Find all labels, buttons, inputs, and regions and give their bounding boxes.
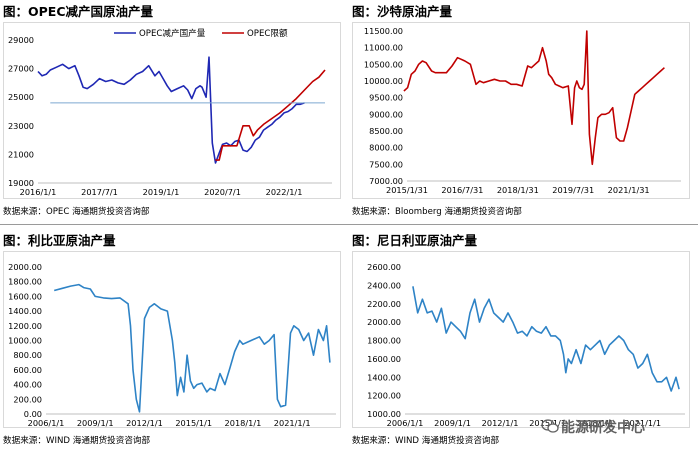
- y-tick-label: 200.00: [13, 394, 42, 404]
- x-tick-label: 2022/1/1: [266, 187, 303, 197]
- x-tick-label: 2015/1/1: [175, 418, 212, 428]
- y-tick-label: 1600.00: [8, 291, 42, 301]
- series-line: [53, 283, 331, 413]
- x-tick-label: 2009/1/1: [77, 418, 114, 428]
- x-tick-label: 2006/1/1: [28, 418, 65, 428]
- y-tick-label: 11000.00: [364, 43, 403, 53]
- wechat-icon: [541, 419, 559, 433]
- y-tick-label: 400.00: [13, 380, 42, 390]
- chart-panel-libya: 图：利比亚原油产量 0.00 200.00 400.00 600.00 800.00 10…: [0, 229, 349, 457]
- series-line: [37, 56, 305, 164]
- y-tick-label: 0.00: [24, 409, 42, 419]
- x-tick-label: 2015/1/31: [386, 185, 428, 195]
- x-tick-label: 2021/1/1: [624, 418, 661, 428]
- x-tick-label: 2016/1/1: [20, 187, 57, 197]
- y-tick-label: 1600.00: [367, 354, 401, 364]
- x-tick-label: 2017/7/1: [81, 187, 118, 197]
- chart-title: 图：沙特原油产量: [352, 4, 453, 19]
- chart-title: 图：尼日利亚原油产量: [352, 233, 478, 248]
- saudi-chart: 7000.00 7500.00 8000.00 8500.00 9000.00 9500.…: [364, 26, 681, 195]
- y-tick-label: 11500.00: [364, 26, 403, 36]
- x-tick-label: 2016/7/31: [441, 185, 483, 195]
- legend-label: OPEC限额: [247, 27, 288, 39]
- x-tick-label: 2021/1/1: [274, 418, 311, 428]
- x-tick-label: 2006/1/1: [387, 418, 424, 428]
- watermark-text: 能源研发中心: [561, 420, 645, 436]
- y-tick-label: 27000: [8, 64, 34, 74]
- x-tick-label: 2012/1/1: [126, 418, 163, 428]
- y-tick-label: 1800.00: [8, 277, 42, 287]
- chart-source: 数据来源：Bloomberg 海通期货投资咨询部: [352, 207, 522, 217]
- y-tick-label: 9000.00: [369, 109, 403, 119]
- y-tick-label: 19000: [8, 178, 34, 188]
- y-tick-label: 10500.00: [364, 59, 403, 69]
- plot-frame: [352, 22, 690, 199]
- x-tick-label: 2015/1/1: [529, 418, 566, 428]
- series-line: [403, 30, 665, 166]
- x-tick-label: 2020/7/1: [204, 187, 241, 197]
- chart-title: 图：OPEC减产国原油产量: [3, 4, 154, 19]
- y-tick-label: 800.00: [13, 350, 42, 360]
- y-tick-label: 1000.00: [8, 336, 42, 346]
- x-tick-label: 2021/1/31: [608, 185, 650, 195]
- y-tick-label: 21000: [8, 149, 34, 159]
- y-tick-label: 1400.00: [367, 372, 401, 382]
- y-tick-label: 7000.00: [369, 176, 403, 186]
- x-tick-label: 2012/1/1: [482, 418, 519, 428]
- plot-frame: [352, 251, 690, 428]
- libya-chart: 0.00 200.00 400.00 600.00 800.00 1000.00 1200.…: [8, 262, 336, 428]
- y-tick-label: 1800.00: [367, 336, 401, 346]
- chart-source: 数据来源：WIND 海通期货投资咨询部: [3, 436, 151, 446]
- nigeria-chart: 1000.00 1200.00 1400.00 1600.00 1800.00 2000.…: [367, 262, 685, 428]
- y-tick-label: 600.00: [13, 365, 42, 375]
- y-tick-label: 2400.00: [367, 280, 401, 290]
- series-line: [215, 69, 326, 161]
- x-tick-label: 2018/1/31: [497, 185, 539, 195]
- y-tick-label: 9500.00: [369, 93, 403, 103]
- y-tick-label: 8500.00: [369, 126, 403, 136]
- chart-source: 数据来源：WIND 海通期货投资咨询部: [352, 436, 500, 446]
- y-tick-label: 10000.00: [364, 76, 403, 86]
- y-tick-label: 2600.00: [367, 262, 401, 272]
- chart-panel-saudi: 图：沙特原油产量 7000.00 7500.00 8000.00 8500.00 900…: [349, 0, 698, 228]
- series-line: [412, 286, 680, 392]
- y-tick-label: 23000: [8, 121, 34, 131]
- x-tick-label: 2018/1/1: [577, 418, 614, 428]
- y-tick-label: 7500.00: [369, 159, 403, 169]
- chart-source: 数据来源：OPEC 海通期货投资咨询部: [3, 207, 150, 217]
- y-tick-label: 25000: [8, 92, 34, 102]
- plot-frame: [3, 22, 341, 199]
- y-tick-label: 2000.00: [367, 317, 401, 327]
- y-tick-label: 1000.00: [367, 409, 401, 419]
- y-tick-label: 29000: [8, 35, 34, 45]
- y-tick-label: 1400.00: [8, 306, 42, 316]
- x-tick-label: 2009/1/1: [434, 418, 471, 428]
- y-tick-label: 1200.00: [8, 321, 42, 331]
- chart-title: 图：利比亚原油产量: [3, 233, 116, 248]
- chart-panel-opec: 图：OPEC减产国原油产量 19000 21000 23000 25000 27000 2…: [0, 0, 349, 228]
- x-tick-label: 2019/1/1: [143, 187, 180, 197]
- y-tick-label: 2000.00: [8, 262, 42, 272]
- panel-separator: [0, 224, 698, 225]
- y-tick-label: 2200.00: [367, 299, 401, 309]
- x-tick-label: 2018/1/1: [225, 418, 262, 428]
- opec-chart: 19000 21000 23000 25000 27000 29000 2016/1/1 20…: [8, 27, 332, 197]
- x-tick-label: 2019/7/31: [552, 185, 594, 195]
- y-tick-label: 1200.00: [367, 391, 401, 401]
- legend-label: OPEC减产国产量: [139, 27, 206, 39]
- chart-panel-nigeria: 图：尼日利亚原油产量 1000.00 1200.00 1400.00 1600.00 1…: [349, 229, 698, 457]
- y-tick-label: 8000.00: [369, 143, 403, 153]
